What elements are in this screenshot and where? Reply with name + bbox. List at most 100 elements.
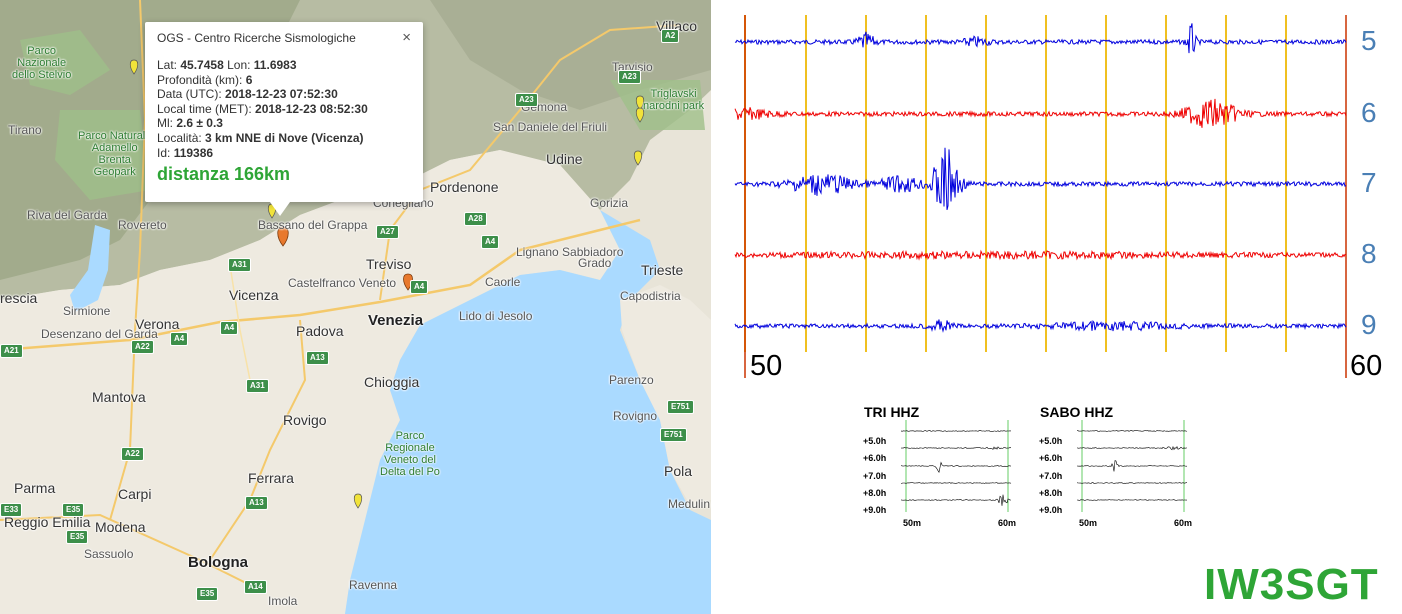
popup-distance: distanza 166km [157,164,291,185]
road-shield: A22 [121,447,144,461]
thumbnail-title: SABO HHZ [1040,404,1114,420]
depth-value: 6 [245,72,253,87]
place-label: Tirano [8,123,42,137]
thumbnail-trace [1077,445,1188,451]
close-icon[interactable]: × [402,29,411,46]
thumbnail-row-label: +8.0h [863,488,887,498]
place-label: Chioggia [364,374,420,390]
place-label: Mantova [92,389,146,405]
earthquake-info-popup: OGS - Centro Ricerche Sismologiche × Lat… [145,22,423,216]
place-label: Rovigno [613,409,658,423]
id-label: Id: [157,145,171,160]
hour-label: 8 [1361,238,1377,269]
place-label: Grado [578,256,612,270]
place-label: Parma [14,480,56,496]
thumbnail-row-label: +7.0h [863,471,887,481]
thumbnail-trace [1077,499,1187,501]
place-label: Parco Nazionale dello Stelvio [12,45,72,81]
thumbnail-trace [901,446,1012,450]
road-shield: A13 [245,496,268,510]
thumbnail-row-label: +6.0h [1039,453,1063,463]
hour-label: 5 [1361,25,1377,56]
place-label: Sirmione [63,304,111,318]
place-label: Gorizia [590,196,629,210]
place-label: Verona [135,316,180,332]
marker-yellow-2 [635,95,645,111]
place-label: Medulin [668,497,711,511]
road-shield: E35 [62,503,85,517]
place-label: Rovereto [118,218,167,232]
place-label: Venezia [368,312,424,329]
place-label: Reggio Emilia [4,514,91,530]
place-label: Parco Regionale Veneto del Delta del Po [380,430,440,478]
place-label: Sassuolo [84,547,134,561]
thumbnail-row-label: +8.0h [1039,488,1063,498]
road-shield: A23 [515,93,538,107]
id-value: 119386 [173,145,214,160]
road-shield: A4 [220,321,239,335]
thumbnail-row-label: +5.0h [1039,436,1063,446]
road-shield: A22 [131,340,154,354]
thumbnail-trace [901,430,1012,432]
popup-id: Id: 119386 [157,146,411,161]
lon-value: 11.6983 [253,58,297,72]
met-label: Local time (MET): [157,101,252,116]
place-label: Triglavski narodni park [643,88,705,112]
location-label: Località: [157,130,202,145]
place-label: Caorle [485,275,521,289]
thumbnail-trace [901,494,1012,506]
marker-orange-epicenter [277,226,289,247]
road-shield: E33 [0,503,23,517]
road-shield: A13 [306,351,329,365]
start-minute-label: 50 [750,350,783,382]
road-shield: E35 [66,530,89,544]
marker-yellow-6 [353,493,363,509]
place-label: Padova [296,323,344,339]
thumbnail-end-minute: 60m [1174,518,1193,528]
road-shield: E751 [660,428,687,442]
lat-label: Lat: [157,58,178,72]
road-shield: A31 [246,379,269,393]
thumbnail-trace [901,482,1012,484]
popup-magnitude: Ml: 2.6 ± 0.3 [157,116,411,131]
place-label: Modena [95,519,146,535]
popup-title: OGS - Centro Ricerche Sismologiche [157,31,356,45]
lon-label: Lon: [227,58,251,72]
thumbnail-trace [1077,460,1187,472]
thumbnail-row-label: +9.0h [1039,505,1063,515]
seismic-trace [734,147,1347,211]
thumbnail-start-minute: 50m [903,518,922,528]
road-shield: E751 [667,400,694,414]
seismic-trace [734,98,1347,128]
utc-label: Data (UTC): [157,87,222,102]
popup-depth: Profondità (km): 6 [157,73,411,88]
map-panel[interactable]: Villaco Parco Nazionale dello Stelvio Tarv… [0,0,711,614]
place-label: Imola [268,594,298,608]
place-label: Lido di Jesolo [459,309,533,323]
road-shield: A31 [228,258,251,272]
thumbnail-title: TRI HHZ [864,404,920,420]
place-label: Pordenone [430,179,499,195]
place-label: Desenzano del Garda [41,327,158,341]
place-label: Capodistria [620,289,681,303]
road-shield: E35 [196,587,219,601]
place-label: Parco Naturale Adamello Brenta Geopark [78,130,152,178]
place-label: Parenzo [609,373,654,387]
popup-location: Località: 3 km NNE di Nove (Vicenza) [157,131,411,146]
location-value: 3 km NNE di Nove (Vicenza) [205,130,364,145]
place-label: Bassano del Grappa [258,218,368,232]
lat-value: 45.7458 [180,58,224,72]
utc-value: 2018-12-23 07:52:30 [225,87,338,102]
road-shield: A4 [481,235,500,249]
place-label: Castelfranco Veneto [288,276,397,290]
popup-met: Local time (MET): 2018-12-23 08:52:30 [157,102,411,117]
seismic-trace [734,249,1347,261]
callsign-logo: IW3SGT [1204,560,1379,609]
road-shield: A4 [410,280,429,294]
place-label: Trieste [641,262,684,278]
hour-label: 6 [1361,97,1377,128]
seismic-trace [734,23,1347,54]
thumbnail-row-label: +6.0h [863,453,887,463]
road-shield: A2 [661,29,680,43]
place-label: San Daniele del Friuli [493,120,608,134]
